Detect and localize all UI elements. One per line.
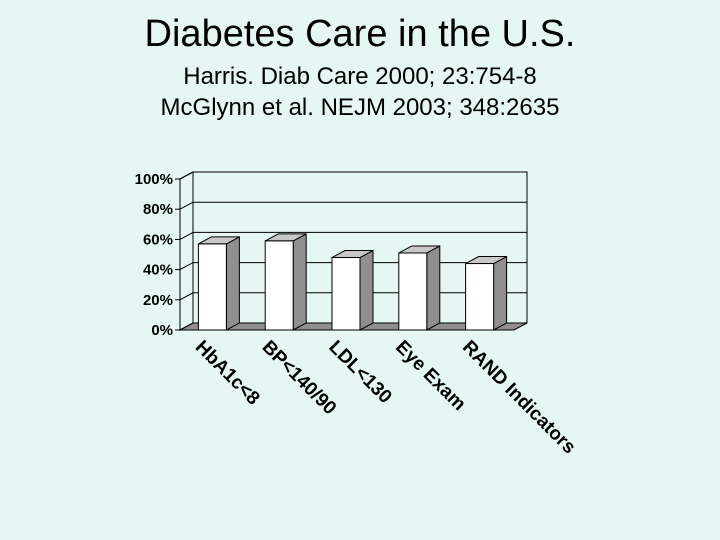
- plot-side-wall: [179, 171, 194, 331]
- bar-side: [426, 245, 441, 331]
- bar: [398, 252, 428, 331]
- y-tick-label: 0%: [151, 322, 173, 339]
- gridline: [179, 171, 527, 180]
- x-category-label: LDL<130: [324, 337, 395, 408]
- bar: [264, 240, 294, 331]
- bar: [331, 257, 361, 331]
- x-category-label: Eye Exam: [391, 337, 469, 415]
- bar-side: [292, 233, 307, 331]
- y-tick-label: 80%: [143, 201, 173, 218]
- x-category-label: RAND Indicators: [458, 337, 580, 459]
- y-tick-label: 20%: [143, 292, 173, 309]
- gridline: [179, 201, 527, 210]
- bar: [465, 263, 495, 331]
- citation-mcglynn: McGlynn et al. NEJM 2003; 348:2635: [160, 94, 560, 121]
- y-tick-label: 100%: [135, 171, 173, 188]
- y-tick-label: 40%: [143, 262, 173, 279]
- x-category-label: HbA1c<8: [191, 337, 264, 410]
- bar-side: [359, 249, 374, 331]
- y-tick-label: 60%: [143, 231, 173, 248]
- slide-title: Diabetes Care in the U.S.: [144, 13, 576, 55]
- bar-side: [225, 236, 240, 331]
- bar: [197, 243, 227, 331]
- citation-harris: Harris. Diab Care 2000; 23:754-8: [183, 63, 537, 90]
- bar-side: [493, 255, 508, 331]
- gridline: [179, 231, 527, 240]
